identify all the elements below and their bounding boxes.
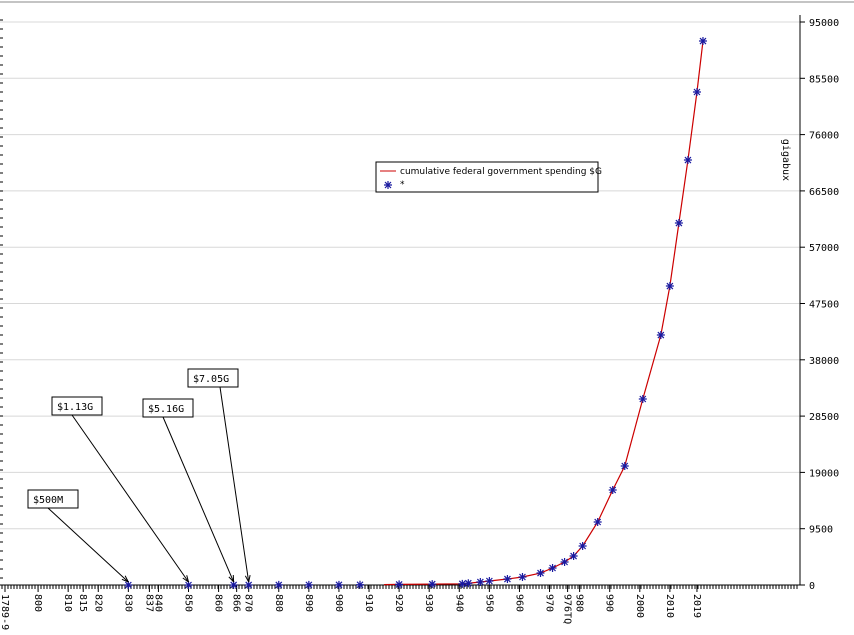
x-tick-label: 820 [92, 594, 103, 612]
star-marker [356, 580, 365, 589]
star-marker [458, 579, 467, 588]
legend-star [384, 181, 392, 189]
star-marker [593, 518, 602, 527]
arrow-head [182, 575, 190, 583]
star-marker [578, 542, 587, 551]
annotation-box [51, 396, 103, 416]
x-tick-label: 2019 [691, 594, 702, 618]
x-tick-label: 976TQ [562, 594, 573, 624]
x-tick-label: 810 [62, 594, 73, 612]
x-tick-label: 815 [77, 594, 88, 612]
x-tick-label: 980 [574, 594, 585, 612]
annotation-box [27, 489, 79, 509]
x-tick-label: 990 [604, 594, 615, 612]
star-marker [304, 580, 313, 589]
annotation-text: $5.16G [148, 404, 184, 415]
x-tick-label: 837 [143, 594, 154, 612]
star-marker [674, 219, 683, 228]
star-marker [692, 87, 701, 96]
x-tick-label: 2000 [634, 594, 645, 618]
star-marker [334, 580, 343, 589]
x-tick-label: 2010 [664, 594, 675, 618]
star-marker [536, 569, 545, 578]
y-tick-label: 57000 [809, 243, 839, 254]
x-tick-label: 900 [333, 594, 344, 612]
legend-label: cumulative federal government spending $… [400, 167, 602, 177]
x-tick-label: 880 [273, 594, 284, 612]
star-marker [560, 558, 569, 567]
x-tick-label: 920 [393, 594, 404, 612]
annotation-box [187, 368, 239, 388]
y-tick-label: 66500 [809, 187, 839, 198]
y-tick-label: 19000 [809, 468, 839, 479]
annotation-box [142, 398, 194, 418]
star-marker [485, 577, 494, 585]
star-marker [569, 552, 578, 561]
annotation-text: $500M [33, 495, 63, 506]
annotation-arrow [162, 416, 235, 583]
y-tick-label: 47500 [809, 300, 839, 311]
y-tick-label: 0 [809, 581, 815, 592]
star-marker [608, 486, 617, 495]
star-marker [518, 572, 527, 581]
star-marker [395, 580, 404, 589]
x-tick-label: 860 [213, 594, 224, 612]
y-tick-label: 28500 [809, 412, 839, 423]
x-tick-label: 800 [32, 594, 43, 612]
star-marker [124, 580, 133, 589]
x-tick-label: 1789-9 [0, 594, 10, 630]
x-tick-label: 930 [423, 594, 434, 612]
y-tick-label: 76000 [809, 131, 839, 142]
arrow-head [244, 575, 251, 583]
star-marker [620, 462, 629, 470]
legend-box [375, 161, 599, 193]
star-marker [503, 575, 512, 584]
x-tick-label: 850 [183, 594, 194, 612]
x-tick-label: 970 [544, 594, 555, 612]
x-tick-label: 840 [152, 594, 163, 612]
x-tick-label: 830 [122, 594, 133, 612]
y-axis-label: gigabux [780, 139, 791, 181]
x-tick-label: 940 [453, 594, 464, 612]
annotation-text: $7.05G [193, 374, 229, 385]
star-marker [244, 580, 253, 589]
annotation-text: $1.13G [57, 402, 93, 413]
x-tick-label: 950 [483, 594, 494, 612]
star-marker [638, 395, 647, 404]
annotation-arrow [71, 414, 189, 583]
x-tick-label: 870 [243, 594, 254, 612]
legend-label: * [400, 180, 405, 190]
arrow-head [228, 574, 235, 583]
x-tick-label: 890 [303, 594, 314, 612]
star-marker [698, 37, 707, 46]
star-marker [476, 578, 485, 587]
y-tick-label: 85500 [809, 74, 839, 85]
arrow-head [121, 575, 129, 583]
x-tick-label: 960 [513, 594, 524, 612]
x-tick-label: 910 [363, 594, 374, 612]
star-marker [184, 580, 193, 589]
x-tick-label: 866 [231, 594, 242, 612]
annotation-arrow [219, 386, 250, 583]
y-tick-label: 9500 [809, 525, 833, 536]
annotation-arrow [47, 507, 129, 583]
star-marker [274, 580, 283, 589]
star-marker [548, 563, 557, 572]
y-tick-label: 38000 [809, 356, 839, 367]
star-marker [464, 579, 473, 588]
y-tick-label: 95000 [809, 18, 839, 29]
star-marker [683, 156, 692, 165]
star-marker [428, 580, 437, 589]
star-marker [656, 331, 665, 340]
star-marker [665, 282, 674, 291]
star-marker [229, 580, 238, 589]
